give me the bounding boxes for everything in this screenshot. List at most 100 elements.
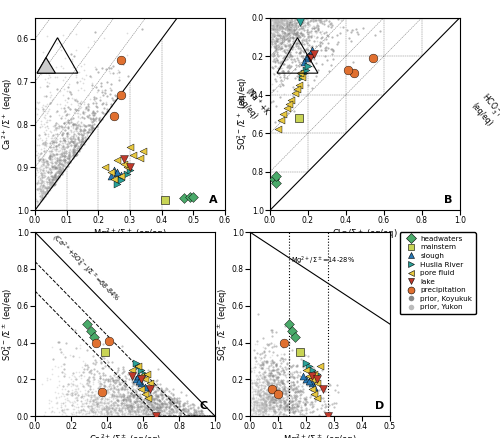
Point — [48, 172, 56, 179]
Point — [287, 52, 295, 59]
Point — [293, 368, 301, 375]
Point — [88, 403, 96, 410]
Point — [312, 396, 320, 403]
Point — [308, 31, 316, 38]
Point — [52, 173, 60, 180]
Point — [293, 28, 301, 35]
Point — [40, 166, 48, 173]
Point — [283, 22, 291, 29]
Point — [320, 407, 328, 414]
Point — [88, 85, 96, 92]
Point — [334, 39, 342, 46]
Point — [120, 394, 128, 401]
Point — [46, 112, 54, 119]
Point — [282, 33, 290, 40]
Point — [64, 143, 72, 150]
Point — [60, 406, 68, 413]
Point — [297, 388, 305, 395]
Point — [260, 410, 268, 417]
Point — [36, 182, 44, 189]
Point — [50, 173, 58, 180]
Point — [282, 22, 290, 29]
Point — [98, 411, 106, 418]
Point — [292, 29, 300, 36]
Point — [63, 394, 71, 401]
Point — [280, 399, 288, 406]
Point — [138, 405, 146, 412]
Point — [38, 197, 46, 204]
Point — [269, 52, 277, 59]
Point — [84, 403, 92, 410]
Point — [296, 392, 304, 399]
Point — [179, 406, 187, 413]
Point — [279, 405, 287, 412]
Point — [281, 23, 289, 30]
Point — [305, 363, 313, 370]
Point — [321, 53, 329, 60]
Point — [276, 14, 283, 21]
Point — [177, 389, 185, 396]
Point — [278, 378, 285, 385]
Point — [146, 401, 154, 408]
Point — [284, 401, 292, 408]
Point — [263, 385, 271, 392]
Point — [288, 362, 296, 369]
Point — [322, 15, 330, 22]
Point — [272, 21, 280, 28]
Point — [262, 390, 270, 397]
Point — [254, 373, 262, 380]
Point — [118, 378, 126, 385]
Point — [184, 410, 192, 417]
Point — [113, 69, 121, 76]
Point — [270, 37, 278, 44]
Point — [273, 386, 281, 393]
Point — [106, 382, 114, 389]
Point — [136, 411, 144, 418]
Point — [172, 403, 180, 410]
Point — [166, 403, 173, 410]
Point — [136, 400, 144, 407]
Point — [61, 143, 69, 150]
Point — [284, 378, 292, 385]
Point — [69, 121, 77, 128]
Point — [276, 378, 284, 385]
Point — [60, 152, 68, 159]
Point — [272, 393, 280, 400]
Point — [304, 399, 312, 406]
Point — [92, 114, 100, 121]
Point — [58, 161, 66, 168]
Point — [98, 100, 106, 107]
Point — [270, 40, 278, 47]
Point — [51, 159, 59, 166]
Point — [276, 402, 284, 409]
Point — [286, 43, 294, 50]
Point — [308, 385, 316, 392]
Point — [44, 131, 52, 138]
Point — [48, 155, 56, 162]
Point — [324, 45, 332, 52]
Point — [76, 141, 84, 148]
Point — [44, 173, 52, 180]
Point — [270, 50, 278, 57]
Point — [300, 22, 308, 29]
Point — [268, 24, 276, 31]
Point — [282, 16, 290, 23]
Point — [50, 173, 58, 180]
Point — [67, 126, 75, 133]
Point — [43, 158, 51, 165]
Point — [114, 168, 122, 175]
Point — [278, 38, 285, 45]
Point — [68, 401, 76, 408]
Point — [184, 408, 192, 415]
Point — [286, 409, 294, 416]
Point — [268, 327, 276, 334]
Point — [285, 403, 293, 410]
Point — [328, 400, 336, 407]
Point — [32, 148, 40, 155]
Point — [274, 52, 281, 59]
Point — [267, 20, 275, 27]
Point — [51, 388, 59, 395]
Point — [158, 400, 166, 407]
Point — [72, 142, 80, 149]
Point — [338, 17, 345, 24]
